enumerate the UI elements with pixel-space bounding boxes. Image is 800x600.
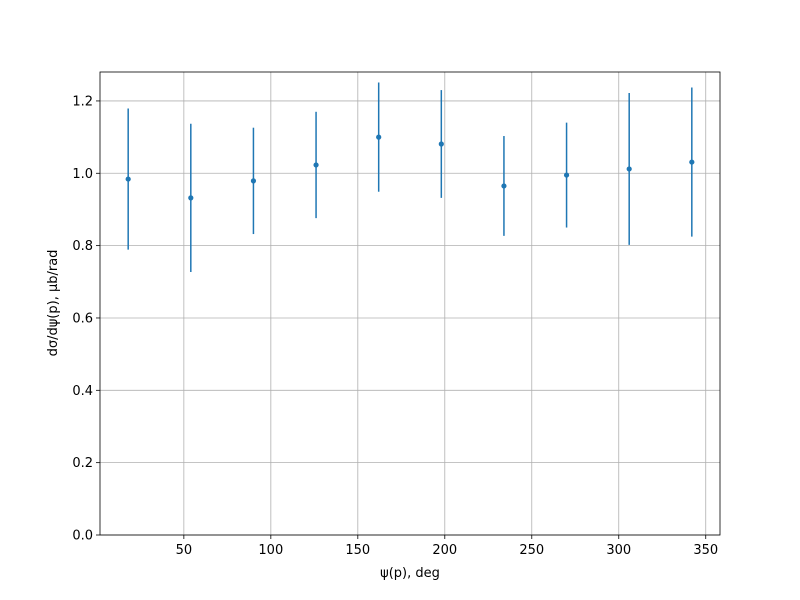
x-tick-label: 250 xyxy=(519,543,544,558)
y-tick-label: 0.8 xyxy=(72,239,93,254)
data-point xyxy=(438,141,444,147)
data-point xyxy=(125,176,131,182)
data-point xyxy=(313,162,319,168)
x-tick-label: 300 xyxy=(606,543,631,558)
y-axis-label: dσ/dψ(p), μb/rad xyxy=(46,250,61,357)
data-point xyxy=(689,159,695,165)
y-tick-label: 0.0 xyxy=(72,529,93,544)
data-point xyxy=(250,178,257,184)
y-tick-label: 0.6 xyxy=(72,311,93,326)
data-point xyxy=(501,183,507,189)
data-point xyxy=(188,195,194,201)
y-tick-label: 1.2 xyxy=(72,94,93,109)
data-point xyxy=(376,134,382,140)
x-tick-label: 100 xyxy=(258,543,283,558)
x-tick-label: 150 xyxy=(345,543,370,558)
y-tick-label: 0.4 xyxy=(72,384,93,399)
data-point xyxy=(626,166,632,172)
x-tick-label: 50 xyxy=(176,543,193,558)
data-point xyxy=(563,172,570,178)
plot-frame xyxy=(99,71,721,536)
x-tick-label: 200 xyxy=(432,543,457,558)
x-tick-label: 350 xyxy=(693,543,718,558)
y-tick-label: 1.0 xyxy=(72,167,93,182)
x-axis-label: ψ(p), deg xyxy=(380,566,440,581)
y-tick-label: 0.2 xyxy=(72,456,93,471)
